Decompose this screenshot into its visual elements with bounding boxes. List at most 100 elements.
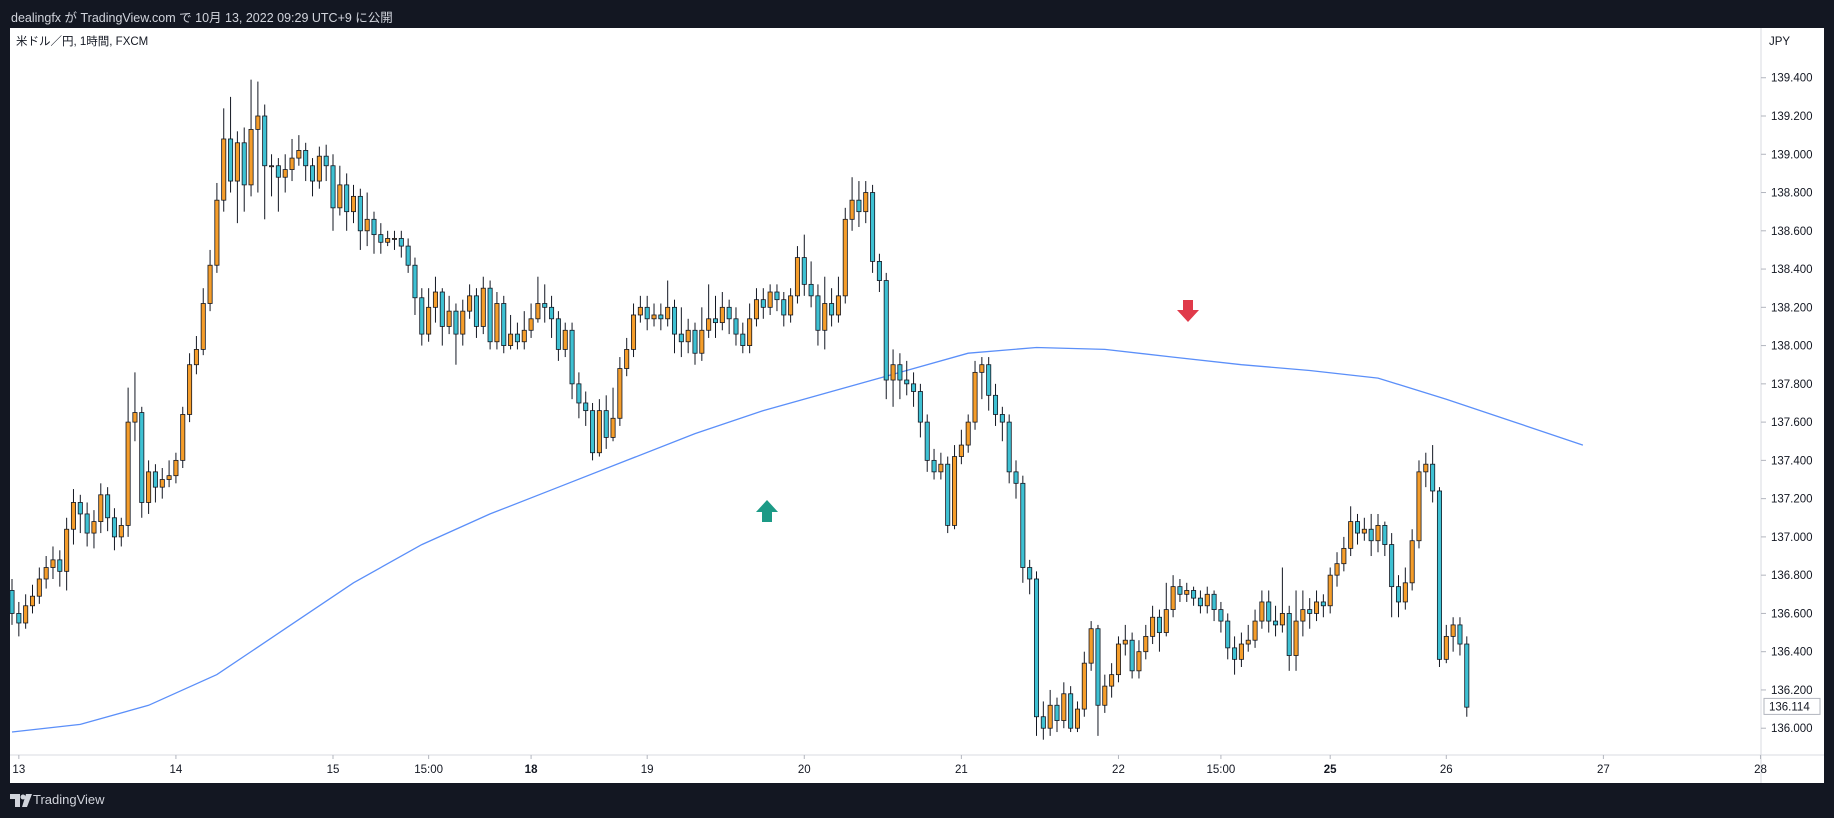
candle-body	[1150, 616, 1156, 637]
y-tick-label: 138.800	[1771, 188, 1813, 200]
candle-body	[508, 333, 514, 346]
candle-body	[603, 410, 609, 438]
candle-body	[50, 559, 56, 568]
candle-body	[1307, 609, 1313, 614]
candle-body	[644, 306, 650, 320]
price-axis[interactable]: 136.000 136.200 136.400 136.600 136.800 137.0…	[1761, 73, 1821, 735]
candle-body	[200, 303, 206, 350]
sell-arrow-icon	[1177, 300, 1199, 322]
candle-body	[255, 115, 261, 130]
candle-body	[344, 184, 350, 213]
y-tick-label: 139.000	[1771, 149, 1813, 161]
last-price-label: 136.114	[1769, 701, 1810, 713]
candle-body	[569, 329, 575, 385]
top-bar: dealingfx が TradingView.com で 10月 13, 20…	[0, 0, 1834, 28]
candle-body	[965, 421, 971, 446]
candle-body	[1457, 624, 1463, 645]
candle-body	[931, 459, 937, 473]
candle-body	[70, 502, 76, 530]
candle-body	[562, 329, 568, 350]
candle-body	[1102, 685, 1108, 706]
candle-body	[77, 502, 83, 515]
candle-body	[917, 391, 923, 423]
candle-body	[391, 238, 397, 240]
candle-body	[1368, 528, 1374, 542]
candle-body	[740, 333, 746, 346]
candle-body	[1436, 490, 1442, 660]
x-tick-label: 19	[641, 764, 654, 776]
candle-body	[1191, 590, 1197, 599]
candle-body	[269, 165, 275, 168]
candle-body	[1163, 609, 1169, 633]
candle-body	[1225, 620, 1231, 649]
candle-body	[9, 590, 15, 614]
candle-body	[542, 303, 548, 308]
candle-body	[1020, 482, 1026, 568]
candle-body	[364, 218, 370, 232]
chart-frame	[10, 28, 1824, 783]
candle-body	[528, 318, 534, 331]
candle-body	[412, 264, 418, 299]
candle-body	[1409, 540, 1415, 584]
candle-body	[712, 318, 718, 324]
candle-body	[719, 306, 725, 324]
candle-body	[1232, 647, 1238, 660]
candle-body	[1423, 463, 1429, 473]
candle-body	[487, 287, 493, 343]
candle-body	[1156, 616, 1162, 633]
candle-body	[241, 142, 247, 186]
candle-body	[453, 310, 459, 335]
candle-body	[876, 261, 882, 281]
candle-body	[808, 283, 814, 297]
candle-body	[1348, 521, 1354, 549]
x-tick-label: 14	[170, 764, 183, 776]
moving-average-line	[11, 346, 1584, 733]
candle-body	[1115, 643, 1121, 676]
x-tick-label: 13	[12, 764, 25, 776]
candle-body	[1375, 525, 1381, 542]
time-axis[interactable]: 13 14 15 15:00 18 19 20 21 22 15:00 25 26 27 28	[12, 755, 1767, 776]
candle-body	[1252, 620, 1258, 641]
candles	[9, 79, 1470, 740]
candle-body	[617, 368, 623, 419]
candle-body	[84, 513, 90, 534]
candle-body	[1314, 601, 1320, 614]
candle-body	[733, 318, 739, 335]
candle-body	[1416, 471, 1422, 542]
y-tick-label: 138.600	[1771, 226, 1813, 238]
candle-body	[815, 295, 821, 331]
candle-body	[794, 257, 800, 297]
candle-body	[480, 287, 486, 327]
candle-body	[753, 299, 759, 320]
candle-body	[214, 199, 220, 266]
candle-body	[64, 528, 70, 572]
candle-body	[726, 306, 732, 320]
candle-body	[1430, 463, 1436, 492]
candle-body	[849, 199, 855, 220]
candle-body	[890, 364, 896, 381]
candle-body	[1238, 643, 1244, 660]
candle-body	[1068, 693, 1074, 729]
candle-body	[938, 463, 944, 473]
candle-body	[118, 525, 124, 538]
candle-body	[897, 364, 903, 381]
candle-body	[692, 329, 698, 354]
candle-body	[91, 521, 97, 534]
candle-body	[993, 394, 999, 415]
candle-body	[1204, 593, 1210, 607]
candle-body	[1327, 574, 1333, 607]
y-tick-label: 137.800	[1771, 379, 1813, 391]
candle-body	[610, 417, 616, 438]
candle-body	[371, 218, 377, 236]
candle-body	[146, 471, 152, 503]
candle-body	[105, 494, 111, 519]
y-tick-label: 137.000	[1771, 532, 1813, 544]
x-tick-label: 25	[1324, 764, 1337, 776]
y-tick-label: 138.200	[1771, 302, 1813, 314]
candle-body	[514, 333, 520, 343]
candle-body	[501, 303, 507, 346]
candle-body	[774, 291, 780, 301]
candle-body	[651, 314, 657, 320]
candle-body	[767, 291, 773, 308]
